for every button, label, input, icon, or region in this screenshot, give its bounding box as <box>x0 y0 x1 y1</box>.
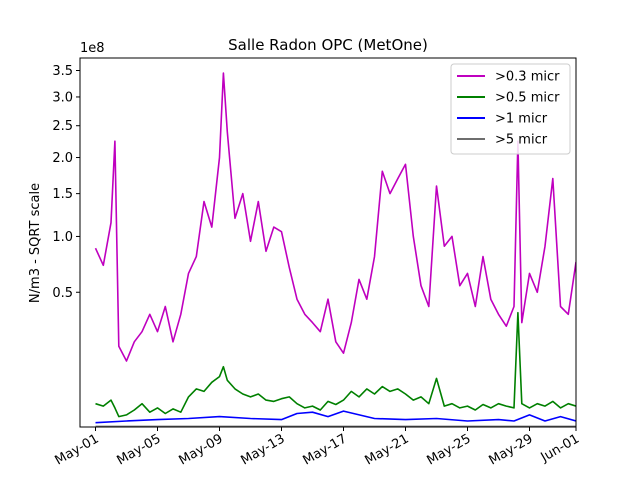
y-axis-title: N/m3 - SQRT scale <box>28 183 43 303</box>
series-line-1 <box>95 311 576 418</box>
legend-box <box>450 63 571 155</box>
legend-label: >5 micr <box>495 133 548 148</box>
legend-label: >0.5 micr <box>495 91 560 106</box>
legend-label: >0.3 micr <box>495 70 560 85</box>
y-tick-label: 2.0 <box>52 151 73 166</box>
x-tick-label: May-01 <box>53 431 102 468</box>
y-tick-label: 3.0 <box>52 90 73 105</box>
chart-title: Salle Radon OPC (MetOne) <box>228 36 428 54</box>
x-tick-label: May-25 <box>425 431 474 468</box>
legend: >0.3 micr >0.5 micr >1 micr >5 micr <box>450 63 571 155</box>
x-tick-label: May-13 <box>239 431 288 468</box>
series-line-0 <box>94 72 576 362</box>
x-tick-label: May-29 <box>487 431 536 468</box>
y-offset-label: 1e8 <box>80 41 105 56</box>
x-tick-label: May-17 <box>301 431 350 468</box>
y-tick-label: 3.5 <box>52 64 73 79</box>
y-tick-label: 1.5 <box>52 187 73 202</box>
x-tick-label: May-09 <box>177 431 226 468</box>
series-line-2 <box>95 410 576 424</box>
x-tick-label: Jun-01 <box>538 431 582 465</box>
x-tick-label: May-05 <box>115 431 164 468</box>
x-tick-label: May-21 <box>363 431 412 468</box>
y-tick-label: 1.0 <box>52 230 73 245</box>
legend-label: >1 micr <box>495 112 548 127</box>
y-tick-label: 2.5 <box>52 119 73 134</box>
axes-frame <box>79 57 577 428</box>
y-tick-label: 0.5 <box>52 286 73 301</box>
